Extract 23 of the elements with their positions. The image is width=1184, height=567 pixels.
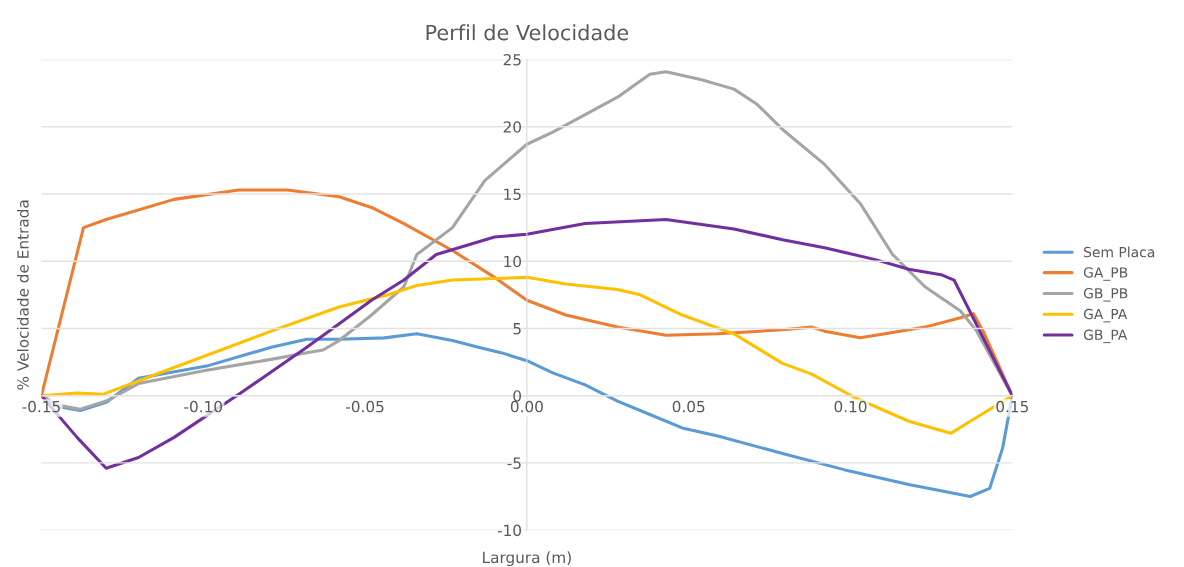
legend-label: Sem Placa xyxy=(1084,246,1155,258)
y-tick-label: -10 xyxy=(497,524,521,537)
chart-title: Perfil de Velocidade xyxy=(426,24,629,41)
x-tick-label: -0.05 xyxy=(346,400,384,413)
legend-label: GB_PB xyxy=(1083,287,1128,302)
y-tick-label: -5 xyxy=(507,457,521,469)
x-tick-label: -0.15 xyxy=(22,400,60,413)
x-axis-title: Largura (m) xyxy=(483,551,571,567)
y-tick-label: 15 xyxy=(504,188,521,201)
x-tick-label: -0.10 xyxy=(184,400,222,413)
legend-label: GA_PA xyxy=(1083,308,1128,323)
y-tick-label: 25 xyxy=(503,54,521,66)
y-tick-label: 10 xyxy=(504,255,521,268)
y-axis-title: % Velocidade de Entrada xyxy=(16,200,29,390)
y-tick-label: 0 xyxy=(513,390,521,402)
x-tick-label: 0.00 xyxy=(510,400,543,413)
x-tick-label: 0.05 xyxy=(672,400,705,413)
legend-label: GA_PB xyxy=(1083,267,1128,281)
y-tick-label: 5 xyxy=(513,323,521,335)
y-tick-label: 20 xyxy=(503,121,521,133)
legend-label: GB_PA xyxy=(1083,329,1128,344)
x-tick-label: 0.15 xyxy=(996,400,1028,413)
x-tick-label: 0.10 xyxy=(834,400,867,413)
